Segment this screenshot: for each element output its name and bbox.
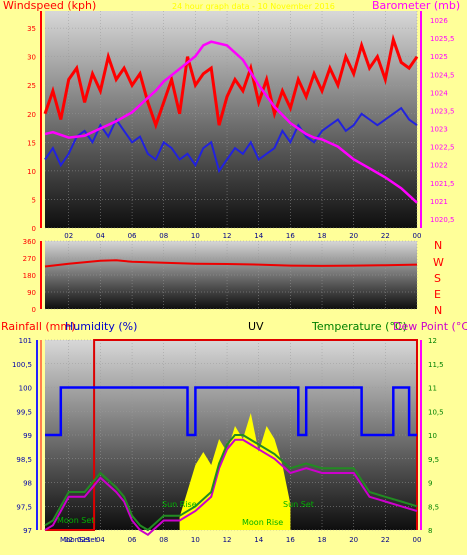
- x-tick-label-bottom: 02: [64, 536, 73, 544]
- humidity-axis-tick: 99: [23, 432, 32, 440]
- rainfall-series-line: [45, 339, 418, 531]
- temperature-axis-tick: 9: [428, 480, 432, 488]
- dewpoint-axis-title: Dew Point (°C): [393, 320, 467, 333]
- sunrise-label: Sun Rise: [162, 500, 197, 509]
- humidity-axis-tick: 101: [19, 337, 32, 345]
- direction-axis-tick: 180: [23, 272, 36, 280]
- x-tick-label-bottom: 10: [191, 536, 200, 544]
- compass-letter-n-top: N: [434, 239, 442, 252]
- x-tick-label-top: 10: [191, 232, 200, 240]
- wind-axis-tick: 5: [32, 196, 36, 204]
- barometer-series-line: [44, 40, 418, 204]
- barometer-axis-tick: 1025: [430, 53, 448, 61]
- barometer-axis-tick: 1024,5: [430, 71, 455, 79]
- x-tick-label-top: 00: [413, 232, 422, 240]
- direction-axis-tick: 360: [23, 238, 36, 246]
- x-tick-label-top: 06: [128, 232, 137, 240]
- x-tick-label-top: 20: [349, 232, 358, 240]
- direction-axis-tick: 90: [27, 289, 36, 297]
- x-tick-label-bottom: 06: [128, 536, 137, 544]
- wind-axis-tick: 0: [32, 225, 36, 233]
- moon-set-label: Moon Set: [57, 516, 94, 525]
- wind-axis-tick: 20: [27, 111, 36, 119]
- x-tick-label-bottom: 20: [349, 536, 358, 544]
- barometer-axis-tick: 1022,5: [430, 144, 455, 152]
- x-tick-label-bottom: 18: [318, 536, 327, 544]
- x-tick-label-top: 22: [381, 232, 390, 240]
- wind-axis-tick: 10: [27, 168, 36, 176]
- barometer-axis-tick: 1021: [430, 198, 448, 206]
- sunset-label: Sun Set: [283, 500, 314, 509]
- humidity-axis-tick: 100,5: [12, 361, 32, 369]
- barometer-axis-tick: 1025,5: [430, 35, 455, 43]
- temperature-axis-tick: 10,5: [428, 408, 444, 416]
- x-tick-label-top: 04: [96, 232, 105, 240]
- set-02-bottom-label: 02Set: [77, 536, 98, 544]
- humidity-axis-title: Humidity (%): [65, 320, 137, 333]
- temperature-axis-tick: 8,5: [428, 503, 439, 511]
- direction-series-line: [44, 259, 418, 268]
- humidity-axis-tick: 98,5: [16, 456, 32, 464]
- x-tick-label-top: 08: [159, 232, 168, 240]
- average-wind-series-line: [44, 106, 418, 174]
- moonset-bottom-label: MoonSet: [60, 536, 91, 544]
- humidity-axis-tick: 97,5: [16, 503, 32, 511]
- x-tick-label-bottom: 00: [413, 536, 422, 544]
- barometer-axis-tick: 1026: [430, 17, 448, 25]
- barometer-axis-tick: 1023: [430, 126, 448, 134]
- x-tick-label-top: 16: [286, 232, 295, 240]
- x-tick-label-top: 02: [64, 232, 73, 240]
- gust-series-line: [43, 33, 419, 130]
- barometer-axis-title: Barometer (mb): [372, 0, 460, 12]
- x-tick-label-bottom: 16: [286, 536, 295, 544]
- temperature-axis-tick: 8: [428, 527, 432, 535]
- barometer-axis-tick: 1022: [430, 162, 448, 170]
- temperature-axis-tick: 11,5: [428, 361, 444, 369]
- temperature-axis-tick: 12: [428, 337, 437, 345]
- humidity-axis-tick: 98: [23, 480, 32, 488]
- temperature-axis-title: Temperature (°C): [311, 320, 407, 333]
- humidity-axis-tick: 100: [19, 385, 32, 393]
- temperature-axis-tick: 10: [428, 432, 437, 440]
- rainfall-axis-title: Rainfall (mm): [1, 320, 75, 333]
- x-tick-label-bottom: 14: [254, 536, 263, 544]
- temperature-series-line: [44, 434, 418, 532]
- barometer-axis-tick: 1020,5: [430, 216, 455, 224]
- dewpoint-series-line: [44, 438, 418, 537]
- humidity-series-line: [45, 386, 417, 437]
- barometer-axis-tick: 1023,5: [430, 107, 455, 115]
- x-tick-label-top: 12: [223, 232, 232, 240]
- moonrise-label: Moon Rise: [242, 518, 283, 527]
- x-tick-label-top: 18: [318, 232, 327, 240]
- x-tick-label-bottom: 08: [159, 536, 168, 544]
- barometer-axis-tick: 1024: [430, 89, 448, 97]
- x-tick-label-bottom: 04: [96, 536, 105, 544]
- humidity-axis-tick: 99,5: [16, 408, 32, 416]
- humidity-axis-tick: 97: [23, 527, 32, 535]
- wind-axis-tick: 25: [27, 82, 36, 90]
- graph-date-title: 24 hour graph data - 10 November 2016: [172, 2, 335, 11]
- wind-plot-background: [45, 11, 417, 228]
- wind-axis-tick: 35: [27, 25, 36, 33]
- temperature-axis-tick: 11: [428, 385, 437, 393]
- barometer-axis-tick: 1021,5: [430, 180, 455, 188]
- compass-letter-n-bottom: N: [434, 304, 442, 317]
- compass-letter-s: S: [434, 272, 441, 285]
- wind-axis-title: Windspeed (kph): [3, 0, 96, 12]
- x-tick-label-bottom: 22: [381, 536, 390, 544]
- x-tick-label-top: 14: [254, 232, 263, 240]
- compass-letter-w: W: [433, 256, 444, 269]
- x-tick-label-bottom: 12: [223, 536, 232, 544]
- wind-axis-tick: 30: [27, 54, 36, 62]
- compass-letter-e: E: [434, 288, 441, 301]
- direction-axis-tick: 270: [23, 255, 36, 263]
- temperature-axis-tick: 9,5: [428, 456, 439, 464]
- wind-axis-tick: 15: [27, 139, 36, 147]
- direction-axis-tick: 0: [32, 306, 36, 314]
- uv-axis-title: UV: [248, 320, 264, 333]
